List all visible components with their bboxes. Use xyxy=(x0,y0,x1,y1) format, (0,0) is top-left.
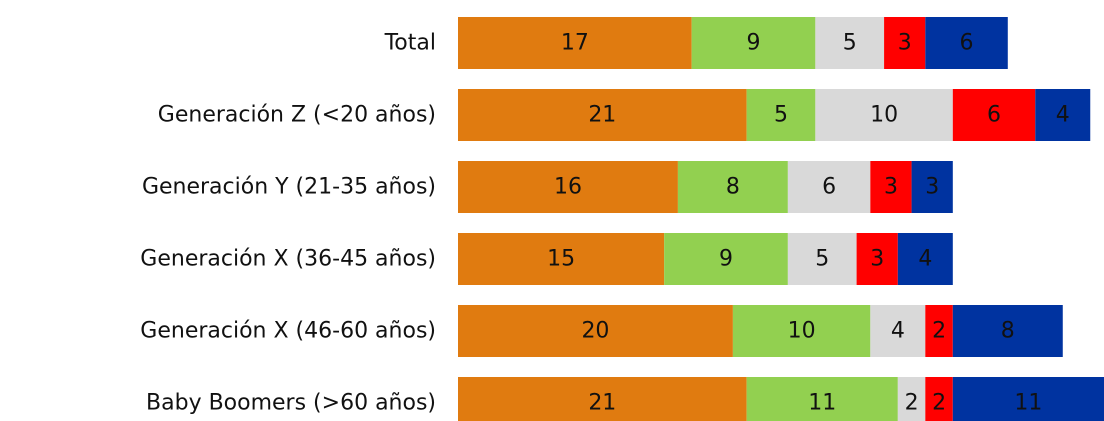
bar-segment xyxy=(952,305,1063,357)
data-label: 20 xyxy=(581,319,609,344)
data-label: 6 xyxy=(987,103,1001,128)
category-label: Generación X (46-60 años) xyxy=(140,319,436,344)
data-label: 21 xyxy=(588,103,616,128)
category-label: Generación Z (<20 años) xyxy=(158,103,436,128)
bar-segment xyxy=(458,161,678,213)
bar-segment xyxy=(732,305,871,357)
data-label: 8 xyxy=(1001,319,1015,344)
data-label: 15 xyxy=(547,247,575,272)
data-label: 9 xyxy=(747,31,761,56)
data-label: 3 xyxy=(898,31,912,56)
bar-segment xyxy=(691,17,816,69)
bar-segment xyxy=(677,161,788,213)
data-label: 5 xyxy=(815,247,829,272)
bar-segment xyxy=(458,233,665,285)
bar-segment xyxy=(952,89,1036,141)
data-label: 2 xyxy=(932,319,946,344)
data-label: 5 xyxy=(774,103,788,128)
bar-segment xyxy=(925,377,953,421)
data-label: 4 xyxy=(891,319,905,344)
bar-segment xyxy=(856,233,898,285)
bar-segment xyxy=(458,305,733,357)
bar-segment xyxy=(897,233,953,285)
category-label: Generación Y (21-35 años) xyxy=(142,175,436,200)
data-label: 3 xyxy=(884,175,898,200)
data-label: 4 xyxy=(1056,103,1070,128)
data-label: 2 xyxy=(932,391,946,416)
bar-segment xyxy=(925,305,953,357)
bar-segment xyxy=(458,17,692,69)
bar-segment xyxy=(664,233,788,285)
data-label: 3 xyxy=(925,175,939,200)
bar-segment xyxy=(897,377,926,421)
bar-segment xyxy=(911,161,953,213)
data-label: 4 xyxy=(918,247,932,272)
bar-segment xyxy=(787,161,871,213)
data-label: 10 xyxy=(870,103,898,128)
category-label: Total xyxy=(384,31,436,56)
category-label: Generación X (36-45 años) xyxy=(140,247,436,272)
data-label: 2 xyxy=(905,391,919,416)
bar-segment xyxy=(870,305,926,357)
category-label: Baby Boomers (>60 años) xyxy=(146,391,436,416)
bar-segment xyxy=(1035,89,1091,141)
data-label: 5 xyxy=(843,31,857,56)
bar-segment xyxy=(458,377,747,421)
data-label: 6 xyxy=(822,175,836,200)
bar-segment xyxy=(458,89,747,141)
data-label: 10 xyxy=(788,319,816,344)
bar-segment xyxy=(884,17,926,69)
bar-segment xyxy=(787,233,857,285)
data-label: 11 xyxy=(1014,391,1042,416)
data-label: 9 xyxy=(719,247,733,272)
data-label: 16 xyxy=(554,175,582,200)
bar-segment xyxy=(815,89,953,141)
data-label: 17 xyxy=(561,31,589,56)
bar-segment xyxy=(925,17,1008,69)
bar-segment xyxy=(870,161,912,213)
data-label: 3 xyxy=(870,247,884,272)
data-label: 6 xyxy=(960,31,974,56)
data-label: 11 xyxy=(808,391,836,416)
bar-segment xyxy=(952,377,1104,421)
bar-segment xyxy=(746,89,816,141)
data-label: 8 xyxy=(726,175,740,200)
data-label: 21 xyxy=(588,391,616,416)
bar-segment xyxy=(815,17,885,69)
bar-segment xyxy=(746,377,898,421)
